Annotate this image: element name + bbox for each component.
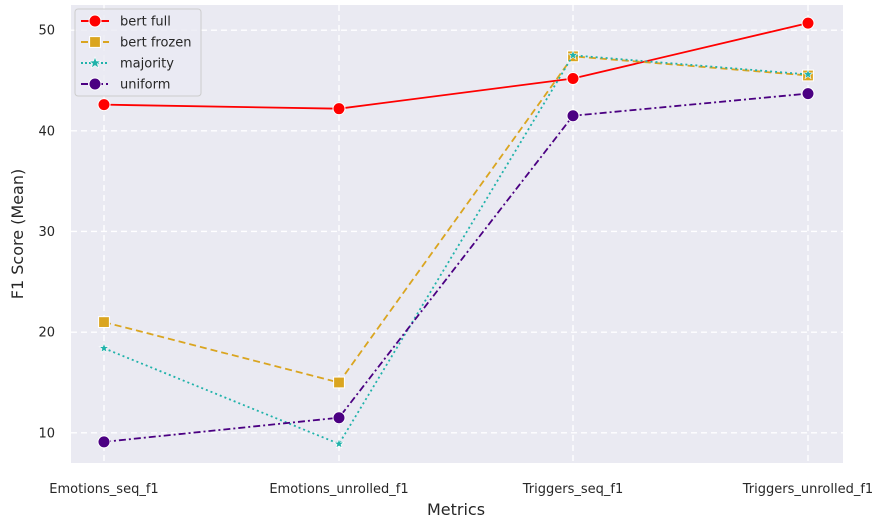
data-point xyxy=(566,71,580,85)
legend-marker xyxy=(89,36,101,48)
x-tick-label: Triggers_unrolled_f1 xyxy=(742,482,873,497)
x-tick-labels: Emotions_seq_f1 Emotions_unrolled_f1 Trigg… xyxy=(49,482,873,497)
legend: bert full bert frozen majority uniform xyxy=(74,8,202,97)
x-tick-label: Emotions_unrolled_f1 xyxy=(269,482,408,497)
y-tick-label: 10 xyxy=(38,426,55,441)
data-point xyxy=(333,438,345,449)
data-point xyxy=(333,376,345,389)
data-point xyxy=(97,435,111,449)
legend-marker xyxy=(88,14,102,28)
legend-marker xyxy=(88,56,102,69)
data-point xyxy=(98,342,110,353)
series-line xyxy=(103,92,809,443)
y-tick-label: 30 xyxy=(38,225,55,240)
x-tick-label: Emotions_seq_f1 xyxy=(49,482,158,497)
y-tick-labels: 10 20 30 40 50 xyxy=(38,24,55,442)
series-line xyxy=(103,55,809,384)
y-tick-label: 40 xyxy=(38,124,55,139)
data-point xyxy=(567,49,579,61)
data-point xyxy=(332,102,346,116)
x-tick-label: Triggers_seq_f1 xyxy=(522,482,623,497)
data-point xyxy=(97,98,111,112)
legend-label: bert frozen xyxy=(120,36,191,51)
data-point xyxy=(802,68,814,80)
series-group xyxy=(97,87,815,449)
grid xyxy=(71,5,843,463)
data-point xyxy=(98,316,110,328)
series-line xyxy=(103,54,809,445)
legend-label: bert full xyxy=(120,15,171,30)
series-group xyxy=(97,16,815,116)
legend-label: uniform xyxy=(120,78,170,93)
data-point xyxy=(332,411,346,425)
series-line xyxy=(103,22,809,110)
data-point xyxy=(801,16,815,30)
x-axis-label: Metrics xyxy=(427,500,485,519)
data-point xyxy=(566,109,580,123)
data-point xyxy=(801,87,815,101)
y-axis-label: F1 Score (Mean) xyxy=(8,169,27,299)
series-group xyxy=(98,49,814,449)
y-tick-label: 50 xyxy=(38,24,55,39)
y-tick-label: 20 xyxy=(38,326,55,341)
legend-label: majority xyxy=(120,57,174,72)
legend-box xyxy=(74,8,202,97)
series xyxy=(97,16,815,449)
legend-marker xyxy=(88,77,102,91)
